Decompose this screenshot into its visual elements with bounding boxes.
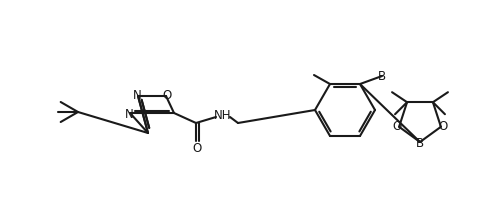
Text: N: N [133,88,141,101]
Text: B: B [378,70,386,82]
Text: O: O [162,88,172,101]
Text: O: O [192,141,202,154]
Text: B: B [416,136,424,150]
Text: N: N [124,108,133,121]
Text: NH: NH [214,108,232,121]
Text: O: O [393,120,401,133]
Text: O: O [438,120,448,133]
